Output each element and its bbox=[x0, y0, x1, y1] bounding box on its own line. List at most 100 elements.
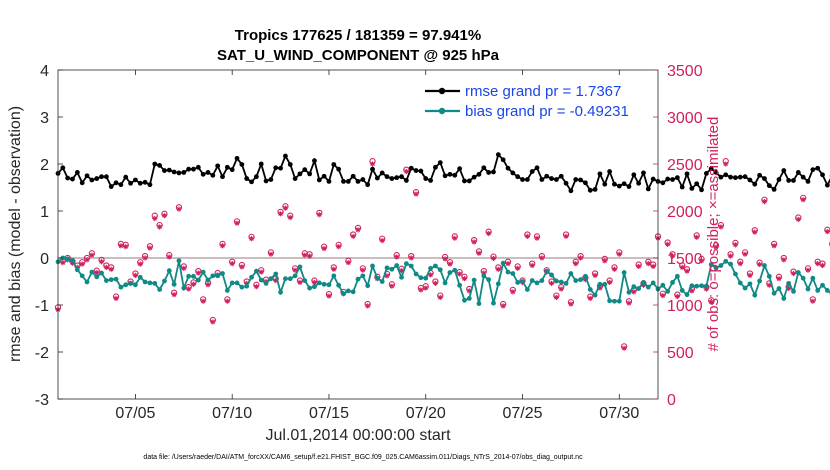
obs-assimilated-marker bbox=[253, 284, 259, 290]
obs-assimilated-marker bbox=[776, 276, 782, 282]
rmse-point bbox=[263, 178, 269, 184]
obs-assimilated-marker bbox=[786, 285, 792, 292]
bias-point bbox=[70, 257, 75, 263]
obs-assimilated-marker bbox=[403, 168, 409, 175]
obs-assimilated-marker bbox=[282, 205, 289, 211]
legend-rmse-marker bbox=[438, 87, 446, 95]
bias-point bbox=[336, 282, 342, 288]
bias-point bbox=[520, 279, 525, 284]
obs-assimilated-marker bbox=[287, 214, 293, 221]
bias-point bbox=[631, 284, 637, 290]
obs-assimilated-marker bbox=[781, 257, 787, 263]
rmse-point bbox=[471, 174, 477, 180]
obs-assimilated-marker bbox=[708, 299, 714, 305]
obs-assimilated-marker bbox=[466, 288, 472, 294]
rmse-point bbox=[529, 169, 535, 174]
obs-assimilated-marker bbox=[224, 298, 230, 304]
rmse-point bbox=[539, 177, 545, 182]
obs-assimilated-marker bbox=[418, 287, 424, 293]
rmse-point bbox=[292, 176, 298, 181]
bias-point bbox=[103, 278, 109, 283]
rmse-point bbox=[355, 178, 361, 184]
obs-assimilated-marker bbox=[490, 255, 497, 262]
y-axis-label: rmse and bias (model - observation) bbox=[7, 106, 24, 362]
bias-point bbox=[365, 283, 371, 289]
rmse-point bbox=[781, 168, 787, 173]
obs-assimilated-marker bbox=[747, 272, 753, 278]
obs-assimilated-marker bbox=[553, 294, 559, 301]
obs-assimilated-marker bbox=[810, 298, 816, 304]
obs-assimilated-marker bbox=[258, 269, 264, 275]
bias-point bbox=[374, 275, 380, 281]
obs-assimilated-marker bbox=[805, 267, 811, 273]
obs-assimilated-marker bbox=[94, 269, 100, 276]
obs-assimilated-marker bbox=[132, 272, 139, 278]
rmse-point bbox=[128, 180, 133, 186]
rmse-point bbox=[133, 177, 138, 183]
bias-point bbox=[471, 277, 477, 283]
obs-assimilated-marker bbox=[616, 251, 622, 257]
obs-assimilated-marker bbox=[703, 286, 709, 292]
bias-point bbox=[476, 301, 482, 306]
rmse-point bbox=[336, 166, 342, 172]
rmse-point bbox=[220, 174, 225, 180]
bias-point bbox=[515, 280, 521, 285]
bias-point bbox=[534, 280, 540, 286]
rmse-point bbox=[602, 181, 608, 187]
bias-point bbox=[641, 280, 646, 285]
obs-assimilated-marker bbox=[684, 268, 690, 274]
bias-point bbox=[703, 283, 709, 289]
rmse-point bbox=[229, 167, 235, 173]
bias-point bbox=[181, 285, 187, 291]
x-tick-label: 07/10 bbox=[212, 405, 252, 422]
bias-point bbox=[312, 284, 317, 290]
obs-assimilated-marker bbox=[268, 251, 274, 257]
bias-point bbox=[215, 273, 221, 279]
rmse-point bbox=[810, 167, 816, 173]
rmse-point bbox=[553, 177, 559, 182]
rmse-point bbox=[587, 187, 593, 193]
rmse-point bbox=[805, 178, 811, 184]
obs-assimilated-marker bbox=[379, 238, 385, 244]
rmse-point bbox=[549, 176, 554, 181]
obs-assimilated-marker bbox=[326, 293, 332, 299]
rmse-point bbox=[636, 180, 642, 186]
rmse-point bbox=[476, 171, 482, 177]
rmse-point bbox=[447, 171, 453, 177]
obs-assimilated-marker bbox=[413, 191, 419, 197]
legend: rmse grand pr = 1.7367 bias grand pr = -… bbox=[420, 78, 650, 124]
rmse-point bbox=[747, 177, 753, 183]
rmse-point bbox=[65, 175, 71, 181]
rmse-point bbox=[374, 175, 380, 181]
obs-assimilated-marker bbox=[481, 270, 487, 276]
chart-title: Tropics 177625 / 181359 = 97.941% bbox=[235, 27, 481, 44]
rmse-point bbox=[428, 178, 433, 183]
series-layer bbox=[54, 152, 830, 351]
bias-point bbox=[815, 288, 821, 293]
obs-assimilated-marker bbox=[461, 276, 468, 282]
rmse-point bbox=[234, 155, 240, 161]
bias-point bbox=[583, 273, 588, 279]
rmse-point bbox=[394, 175, 400, 181]
obs-assimilated-marker bbox=[307, 253, 313, 259]
rmse-point bbox=[379, 170, 385, 176]
rmse-point bbox=[665, 176, 671, 182]
x-tick-label: 07/20 bbox=[406, 405, 446, 422]
rmse-point bbox=[534, 165, 540, 171]
obs-assimilated-marker bbox=[345, 260, 351, 266]
rmse-point bbox=[742, 174, 748, 180]
rmse-point bbox=[500, 157, 506, 163]
obs-assimilated-marker bbox=[568, 301, 574, 307]
bias-point bbox=[287, 276, 293, 282]
bias-point bbox=[505, 269, 511, 275]
x-tick-label: 07/25 bbox=[502, 405, 542, 422]
data-file-footnote: data file: /Users/raeder/DAI/ATM_forcXX/… bbox=[143, 454, 583, 461]
obs-assimilated-marker bbox=[432, 280, 439, 286]
bias-point bbox=[229, 280, 235, 286]
rmse-point bbox=[118, 182, 124, 188]
obs-assimilated-marker bbox=[558, 286, 564, 292]
rmse-point bbox=[645, 186, 651, 192]
obs-assimilated-marker bbox=[563, 233, 569, 239]
obs-assimilated-marker bbox=[582, 277, 589, 283]
obs-assimilated-marker bbox=[592, 272, 598, 278]
